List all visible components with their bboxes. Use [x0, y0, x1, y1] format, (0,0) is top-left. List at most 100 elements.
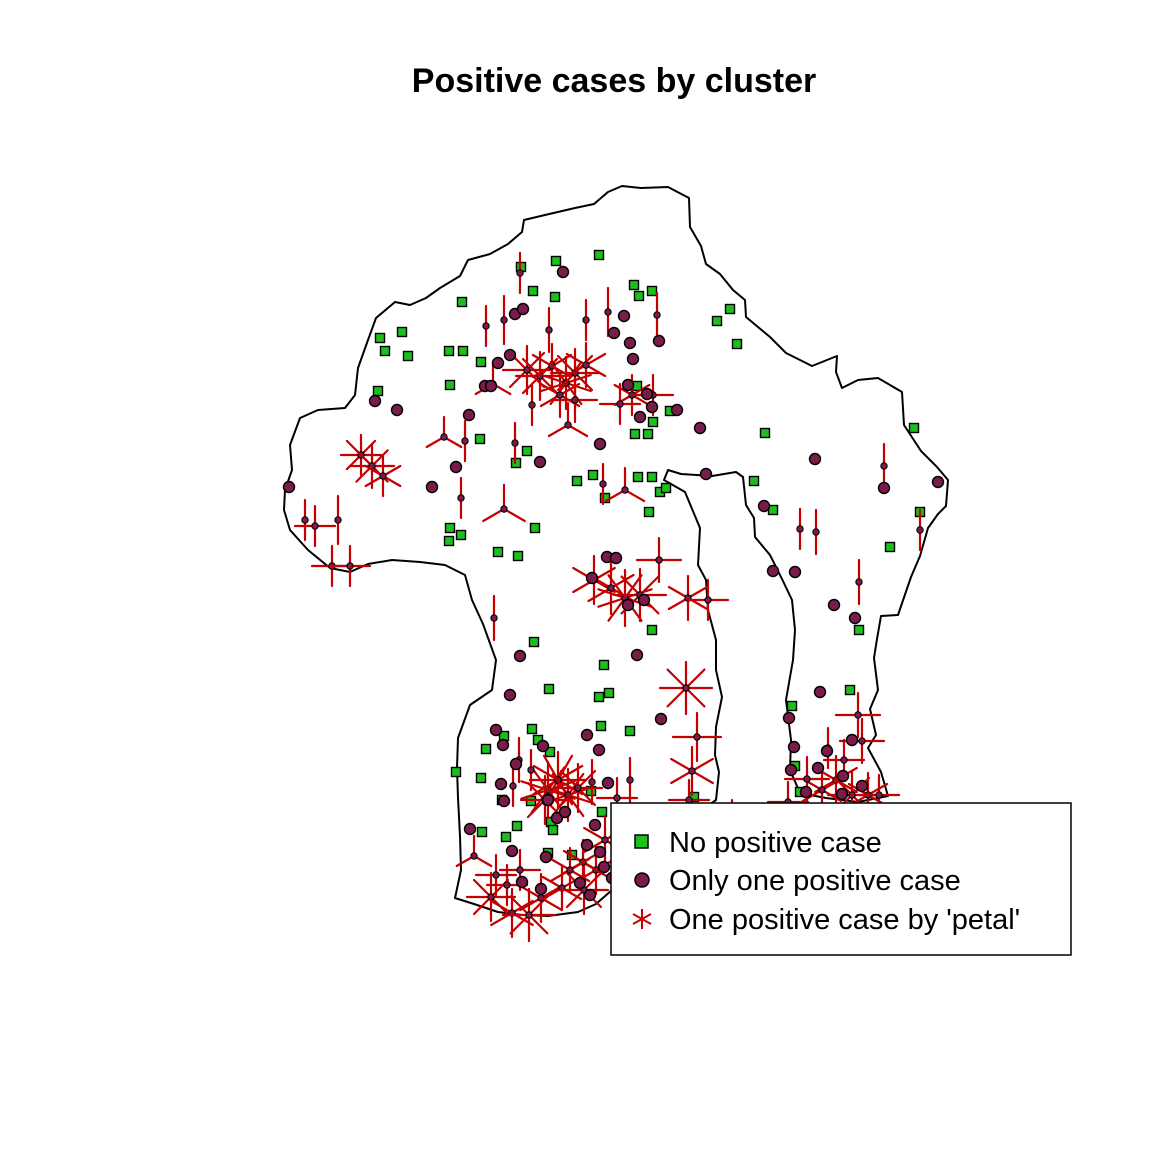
- one-case-marker: [489, 723, 503, 737]
- one-case-marker: [593, 437, 607, 451]
- one-case-marker: [449, 460, 463, 474]
- no-case-marker: [492, 546, 504, 558]
- one-case-marker: [580, 838, 594, 852]
- map-title: Positive cases by cluster: [412, 62, 816, 100]
- petal-marker: [812, 508, 820, 556]
- one-case-marker: [368, 394, 382, 408]
- no-case-marker: [731, 338, 743, 350]
- one-case-marker: [848, 611, 862, 625]
- no-case-marker: [550, 255, 562, 267]
- one-case-marker: [654, 712, 668, 726]
- no-case-marker: [853, 624, 865, 636]
- one-case-marker: [534, 882, 548, 896]
- petal-marker: [455, 834, 493, 868]
- one-case-marker: [630, 648, 644, 662]
- petal-marker: [667, 574, 709, 622]
- no-case-marker: [443, 535, 455, 547]
- one-case-marker: [533, 455, 547, 469]
- no-case-marker: [450, 766, 462, 778]
- one-case-marker: [877, 481, 891, 495]
- petal-marker: [834, 691, 882, 739]
- one-case-marker: [652, 334, 666, 348]
- one-case-marker: [585, 571, 599, 585]
- no-case-marker: [598, 659, 610, 671]
- one-case-marker: [808, 452, 822, 466]
- region-outline: [283, 185, 949, 917]
- petal-marker: [501, 887, 557, 943]
- no-case-marker: [642, 428, 654, 440]
- no-case-marker: [455, 529, 467, 541]
- petal-marker: [511, 421, 519, 465]
- no-case-marker: [629, 428, 641, 440]
- no-case-marker: [527, 285, 539, 297]
- no-case-marker: [549, 291, 561, 303]
- no-case-marker: [632, 471, 644, 483]
- no-case-marker: [633, 290, 645, 302]
- petal-marker: [334, 494, 342, 546]
- one-case-marker: [621, 598, 635, 612]
- one-case-marker: [556, 265, 570, 279]
- no-case-marker: [379, 345, 391, 357]
- no-case-marker: [444, 522, 456, 534]
- petal-marker: [796, 507, 804, 551]
- no-case-marker: [480, 743, 492, 755]
- no-case-marker: [500, 831, 512, 843]
- petal-marker: [527, 748, 535, 792]
- legend-label-one-case: Only one positive case: [669, 865, 961, 897]
- one-case-marker: [462, 408, 476, 422]
- petal-marker: [599, 462, 607, 506]
- one-case-marker: [855, 779, 869, 793]
- one-case-marker: [491, 356, 505, 370]
- no-case-marker: [624, 725, 636, 737]
- one-case-marker: [601, 776, 615, 790]
- one-case-marker: [516, 302, 530, 316]
- one-case-marker: [503, 688, 517, 702]
- petal-marker: [465, 871, 517, 923]
- one-case-marker: [621, 378, 635, 392]
- legend-square-icon: [634, 834, 649, 849]
- one-case-marker: [609, 551, 623, 565]
- petal-marker: [474, 853, 518, 897]
- petal-marker: [686, 578, 730, 622]
- no-case-marker: [528, 636, 540, 648]
- petal-marker: [457, 476, 465, 520]
- no-case-marker: [711, 315, 723, 327]
- petal-marker: [545, 306, 553, 354]
- one-case-marker: [503, 348, 517, 362]
- petal-marker: [598, 382, 642, 426]
- one-case-marker: [845, 733, 859, 747]
- one-case-marker: [558, 805, 572, 819]
- no-case-marker: [374, 332, 386, 344]
- no-case-marker: [786, 700, 798, 712]
- petal-marker: [582, 298, 590, 342]
- petal-marker: [364, 454, 402, 498]
- no-case-marker: [512, 550, 524, 562]
- petal-marker: [855, 558, 863, 606]
- one-case-marker: [536, 739, 550, 753]
- one-case-marker: [539, 850, 553, 864]
- no-case-marker: [628, 279, 640, 291]
- petal-marker: [635, 536, 683, 584]
- no-case-marker: [748, 475, 760, 487]
- one-case-marker: [699, 467, 713, 481]
- no-case-marker: [444, 379, 456, 391]
- no-case-marker: [596, 806, 608, 818]
- one-case-marker: [515, 875, 529, 889]
- legend-label-no-case: No positive case: [669, 827, 882, 859]
- petal-marker: [552, 762, 604, 814]
- one-case-marker: [626, 352, 640, 366]
- one-case-marker: [617, 309, 631, 323]
- one-case-marker: [820, 744, 834, 758]
- one-case-marker: [787, 740, 801, 754]
- petal-marker: [551, 376, 599, 424]
- no-case-marker: [396, 326, 408, 338]
- no-case-marker: [476, 826, 488, 838]
- no-case-marker: [884, 541, 896, 553]
- no-case-marker: [908, 422, 920, 434]
- legend-circle-icon: [634, 872, 650, 888]
- one-case-marker: [484, 379, 498, 393]
- one-case-marker: [497, 794, 511, 808]
- no-case-marker: [844, 684, 856, 696]
- no-case-marker: [759, 427, 771, 439]
- no-case-marker: [593, 691, 605, 703]
